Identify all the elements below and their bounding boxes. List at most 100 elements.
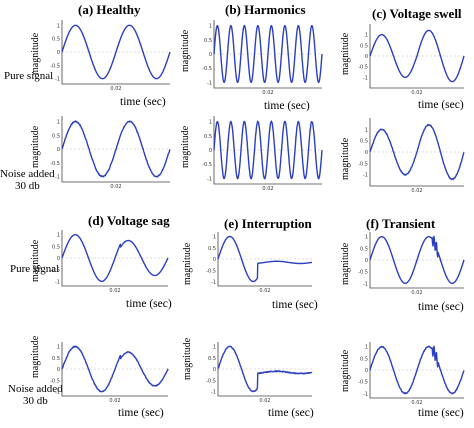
xlabel-2: time (sec) — [264, 100, 310, 112]
y-tick-label: 1 — [213, 345, 216, 351]
series-line-harmonics-noise — [213, 120, 323, 180]
xlabel-9: time (sec) — [418, 407, 464, 419]
ylabel-7: magnitude — [30, 239, 41, 282]
y-tick-label: 0 — [213, 367, 216, 373]
x-tick-label: 0.02 — [411, 290, 422, 296]
axis-frame — [369, 24, 464, 89]
series-line-transient-noise — [369, 345, 465, 395]
series-line-swell-pure — [369, 29, 465, 83]
y-tick-label: -1 — [363, 281, 368, 287]
x-tick-label: 0.02 — [110, 86, 121, 92]
y-tick-label: 0.5 — [360, 356, 368, 362]
y-tick-label: -1 — [363, 173, 368, 179]
axis-frame — [213, 20, 322, 89]
xlabel-6: time (sec) — [418, 301, 464, 313]
y-tick-label: 0 — [57, 256, 60, 262]
ylabel-6: magnitude — [340, 137, 351, 180]
xlabel-5: time (sec) — [272, 299, 318, 311]
row-label-pure-bottom: Pure signal — [10, 263, 60, 275]
ylabel-5: magnitude — [180, 125, 191, 168]
title-interruption: (e) Interruption — [224, 216, 312, 231]
y-tick-label: 1 — [365, 127, 368, 133]
ylabel-11: magnitude — [182, 337, 193, 380]
plot-interruption-noise: 1 0.5 0 -0.5 -1 0.02 — [206, 342, 313, 404]
y-tick-label: 0.5 — [208, 246, 216, 252]
y-tick-label: 1 — [209, 24, 212, 30]
y-tick-label: 0.5 — [204, 134, 212, 140]
y-tick-label: 0 — [57, 147, 60, 153]
series-line-healthy-pure — [61, 24, 171, 80]
y-tick-label: -0.5 — [206, 378, 216, 384]
title-transient: (f) Transient — [366, 216, 436, 231]
plot-sag-noise: 1 0.5 0 -0.5 -1 0.02 — [50, 342, 169, 404]
title-healthy: (a) Healthy — [78, 2, 141, 17]
ylabel-10: magnitude — [30, 335, 41, 378]
y-tick-label: -1 — [363, 75, 368, 81]
y-tick-label: 1 — [365, 345, 368, 351]
series-line-transient-pure — [369, 235, 465, 285]
y-tick-label: -0.5 — [358, 380, 368, 386]
y-tick-label: 0 — [209, 52, 212, 58]
y-tick-label: 1 — [57, 23, 60, 29]
y-tick-label: -1 — [363, 391, 368, 397]
x-tick-label: 0.02 — [109, 288, 120, 294]
title-harmonics: (b) Harmonics — [225, 2, 306, 17]
ylabel-3: magnitude — [340, 32, 351, 75]
y-tick-label: 1 — [209, 120, 212, 126]
plot-healthy-pure: 1 0.5 0 -0.5 -1 0.02 — [50, 20, 171, 92]
row-label-noise-line2-b: 30 db — [22, 395, 48, 407]
y-tick-label: -1 — [55, 77, 60, 83]
title-sag: (d) Voltage sag — [88, 213, 170, 228]
xlabel-7: time (sec) — [118, 407, 164, 419]
title-swell: (c) Voltage swell — [372, 6, 462, 21]
x-tick-label: 0.02 — [110, 184, 121, 190]
plot-healthy-noise: 1 0.5 0 -0.5 -1 0.02 — [50, 116, 171, 190]
row-label-noise-line1-b: Noise added — [8, 383, 63, 395]
y-tick-label: 0 — [365, 150, 368, 156]
x-tick-label: 0.02 — [259, 288, 270, 294]
x-tick-label: 0.02 — [262, 186, 273, 192]
row-label-noise-line1: Noise added — [0, 168, 55, 180]
x-tick-label: 0.02 — [411, 400, 422, 406]
ylabel-1: magnitude — [30, 32, 41, 75]
series-line-sag-pure — [61, 233, 169, 283]
y-tick-label: -1 — [55, 390, 60, 396]
y-tick-label: -0.5 — [202, 162, 212, 168]
axis-frame — [369, 342, 464, 399]
y-tick-label: -1 — [207, 80, 212, 86]
plot-sag-pure: 1 0.5 0 -0.5 -1 0.02 — [50, 230, 169, 294]
y-tick-label: 0.5 — [360, 246, 368, 252]
y-tick-label: -0.5 — [50, 378, 60, 384]
y-tick-label: 0.5 — [208, 356, 216, 362]
axis-frame — [61, 116, 170, 183]
y-tick-label: 0.5 — [52, 133, 60, 139]
row-label-noise-bottom: Noise added 30 db — [8, 383, 63, 407]
y-tick-label: -1 — [55, 175, 60, 181]
plot-harmonics-noise: 1 0.5 0 -0.5 -1 0.02 — [202, 116, 323, 192]
axis-frame — [61, 230, 168, 287]
axis-frame — [61, 342, 168, 397]
ylabel-9: magnitude — [340, 242, 351, 285]
axis-frame — [61, 20, 170, 85]
x-tick-label: 0.02 — [262, 90, 273, 96]
axis-frame — [369, 118, 464, 187]
plot-harmonics-pure: 1 0.5 0 -0.5 -1 0.02 — [202, 20, 323, 96]
y-tick-label: 1 — [365, 33, 368, 39]
series-line-interruption-pure — [217, 235, 313, 283]
axis-frame — [217, 232, 312, 287]
y-tick-label: 0.5 — [360, 139, 368, 145]
y-tick-label: -1 — [211, 390, 216, 396]
ylabel-12: magnitude — [340, 349, 351, 392]
plot-transient-noise: 1 0.5 0 -0.5 -1 0.02 — [358, 342, 465, 406]
ylabel-8: magnitude — [182, 242, 193, 285]
y-tick-label: 0 — [209, 148, 212, 154]
y-tick-label: -0.5 — [50, 161, 60, 167]
xlabel-8: time (sec) — [268, 407, 314, 419]
y-tick-label: -0.5 — [358, 161, 368, 167]
y-tick-label: -0.5 — [50, 63, 60, 69]
y-tick-label: 0 — [365, 368, 368, 374]
x-tick-label: 0.02 — [411, 90, 422, 96]
y-tick-label: -0.5 — [206, 268, 216, 274]
series-line-sag-noise — [61, 345, 169, 393]
y-tick-label: 0 — [213, 257, 216, 263]
